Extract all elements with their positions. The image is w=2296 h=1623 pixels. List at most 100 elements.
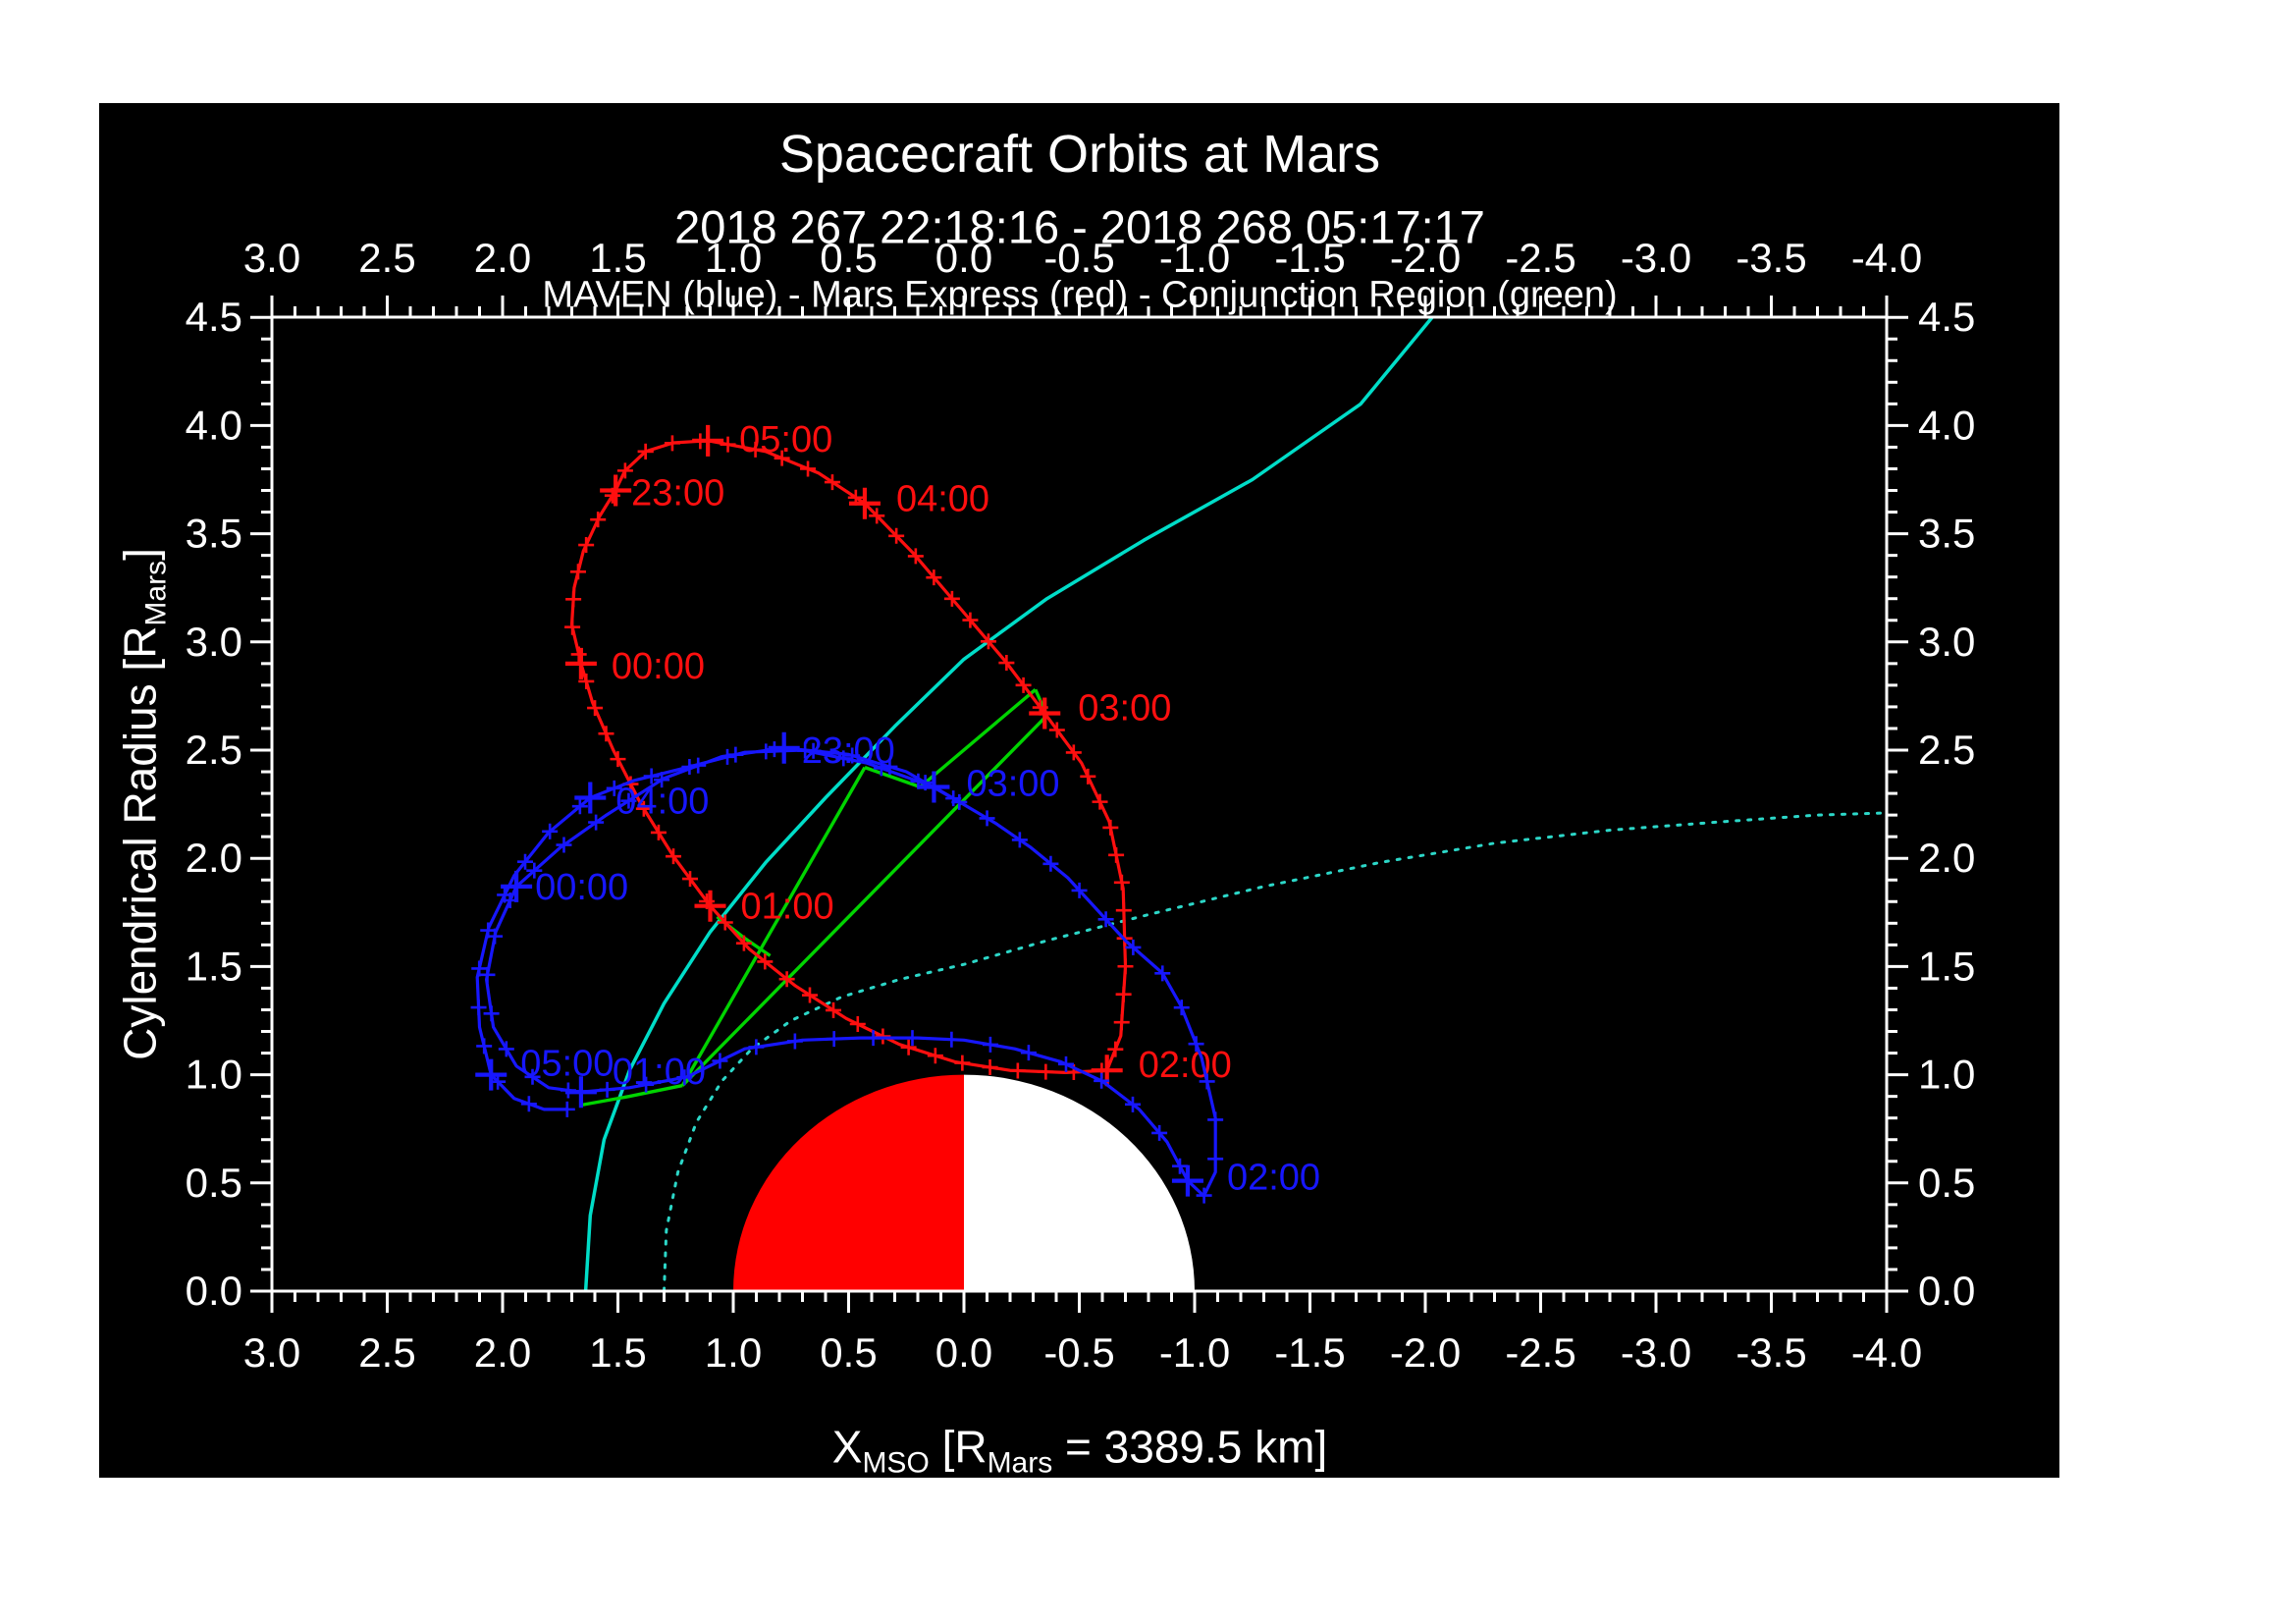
maven-minute-tick-marker xyxy=(1188,1036,1204,1053)
mars-express-minute-tick-marker xyxy=(590,512,607,528)
maven-minute-tick-marker xyxy=(1151,1124,1168,1141)
maven-minute-tick-marker xyxy=(979,810,995,827)
mars-express-minute-tick-marker xyxy=(666,848,682,865)
mars-express-minute-tick-marker xyxy=(1048,722,1065,738)
maven-minute-tick-marker xyxy=(786,1033,803,1050)
maven-minute-tick-marker xyxy=(1071,882,1088,898)
y-axis-title-sub-mars: Mars xyxy=(139,560,173,626)
maven-minute-tick-marker xyxy=(643,768,660,784)
mars-express-hour-marker xyxy=(1029,697,1061,730)
x-axis-title-sub-mars: Mars xyxy=(987,1446,1053,1480)
mars-express-minute-tick-marker xyxy=(927,1048,943,1064)
mars-express-minute-tick-marker xyxy=(598,726,614,742)
y-axis-right-tick-label: 3.0 xyxy=(1918,619,1975,665)
x-axis-bottom-tick-label: -2.0 xyxy=(1390,1329,1461,1376)
maven-minute-tick-marker xyxy=(1125,939,1142,955)
maven-minute-tick-marker xyxy=(483,1005,500,1022)
y-axis-left-tick-label: 2.0 xyxy=(186,835,242,881)
x-axis-bottom-tick-label: 3.0 xyxy=(243,1329,300,1376)
plot-content-group: 23:00 00:00 01:00 02:00 03:00 04:00 05:00 23:00… xyxy=(470,317,1887,1291)
mars-express-minute-tick-marker xyxy=(1113,1014,1130,1031)
mars-express-minute-tick-marker xyxy=(578,537,595,554)
mars-express-minute-tick-marker xyxy=(1065,744,1082,761)
mars-express-time-label: 23:00 xyxy=(631,473,724,514)
y-axis-left-tick-label: 4.5 xyxy=(186,294,242,340)
mars-express-minute-tick-marker xyxy=(1038,1063,1054,1080)
mars-express-minute-tick-marker xyxy=(980,633,996,650)
mars-express-hour-marker xyxy=(848,487,881,519)
maven-minute-tick-marker xyxy=(1154,965,1171,982)
mars-express-minute-tick-marker xyxy=(637,443,654,460)
maven-minute-tick-marker xyxy=(676,1069,693,1086)
x-axis-bottom-tick-label: -1.0 xyxy=(1159,1329,1230,1376)
maven-minute-tick-marker xyxy=(638,1076,655,1093)
maven-minute-tick-marker xyxy=(1172,1158,1189,1174)
y-axis-left-tick-label: 0.0 xyxy=(186,1268,242,1314)
maven-hour-marker xyxy=(918,771,950,803)
maven-minute-tick-marker xyxy=(1173,1000,1190,1016)
maven-minute-tick-marker xyxy=(524,1068,541,1085)
maven-minute-tick-marker xyxy=(542,823,559,839)
y-axis-title-main: Cylendrical Radius [R xyxy=(114,625,166,1060)
maven-minute-tick-marker xyxy=(654,772,670,788)
mars-express-minute-tick-marker xyxy=(824,474,840,491)
x-axis-bottom-tick-label: 2.0 xyxy=(474,1329,531,1376)
bow-shock-curve xyxy=(583,317,1434,1291)
mars-express-minute-tick-marker xyxy=(1107,1041,1124,1057)
maven-minute-tick-marker xyxy=(520,1096,537,1112)
maven-minute-tick-marker xyxy=(748,1039,765,1055)
x-axis-top-tick-label: -3.5 xyxy=(1735,235,1806,281)
x-axis-top-tick-label: -1.5 xyxy=(1274,235,1345,281)
mars-express-minute-tick-marker xyxy=(610,751,626,768)
y-axis-right-tick-label: 4.5 xyxy=(1918,294,1975,340)
maven-minute-tick-marker xyxy=(904,1030,921,1047)
mars-express-time-label: 03:00 xyxy=(1078,688,1171,730)
conjunction-region-edge-5 xyxy=(681,714,1048,1087)
mars-express-time-label: 01:00 xyxy=(741,887,834,928)
maven-minute-tick-marker xyxy=(480,922,497,939)
mars-express-minute-tick-marker xyxy=(800,460,817,477)
x-axis-top-tick-label: 3.0 xyxy=(243,235,300,281)
mars-express-minute-tick-marker xyxy=(578,673,595,689)
mars-express-minute-tick-marker xyxy=(998,655,1015,672)
maven-minute-tick-marker xyxy=(1196,1187,1212,1204)
maven-minute-tick-marker xyxy=(1207,1151,1224,1167)
x-axis-bottom-tick-label: -3.5 xyxy=(1735,1329,1806,1376)
maven-minute-tick-marker xyxy=(471,960,488,977)
maven-minute-tick-marker xyxy=(1124,1096,1141,1112)
mars-express-minute-tick-marker xyxy=(943,590,960,607)
x-axis-top-tick-label: -0.5 xyxy=(1043,235,1114,281)
mars-express-minute-tick-marker xyxy=(1117,958,1134,975)
maven-minute-tick-marker xyxy=(1207,1111,1224,1128)
mars-express-minute-tick-marker xyxy=(1080,768,1096,784)
maven-minute-tick-marker xyxy=(727,746,744,763)
y-axis-right-tick-label: 0.0 xyxy=(1918,1268,1975,1314)
maven-minute-tick-marker xyxy=(943,1031,960,1048)
y-axis-title-tail: ] xyxy=(114,548,166,561)
mars-express-hour-marker xyxy=(694,890,726,922)
y-axis-right-tick-label: 1.5 xyxy=(1918,943,1975,989)
maven-time-label: 05:00 xyxy=(520,1044,614,1085)
mars-express-minute-tick-marker xyxy=(565,591,582,608)
mars-express-minute-tick-marker xyxy=(982,1059,998,1075)
y-axis-right-tick-label: 0.5 xyxy=(1918,1160,1975,1206)
maven-minute-tick-marker xyxy=(571,798,588,815)
mars-dayside-half xyxy=(733,1074,964,1291)
maven-minute-tick-marker xyxy=(497,887,513,903)
mars-express-time-label: 04:00 xyxy=(896,479,989,520)
x-axis-bottom-tick-label: -3.0 xyxy=(1621,1329,1691,1376)
maven-minute-tick-marker xyxy=(797,742,814,759)
x-axis-top-tick-label: -4.0 xyxy=(1851,235,1922,281)
maven-minute-tick-marker xyxy=(556,837,572,853)
x-axis-bottom-tick-label: 1.0 xyxy=(705,1329,762,1376)
maven-minute-tick-marker xyxy=(1020,1045,1037,1061)
x-axis-top-tick-label: 1.0 xyxy=(705,235,762,281)
maven-minute-tick-marker xyxy=(1199,1073,1215,1090)
mars-express-hour-marker xyxy=(692,424,724,457)
mars-express-minute-tick-marker xyxy=(720,436,736,453)
x-axis-bottom-tick-label: 1.5 xyxy=(589,1329,646,1376)
maven-minute-tick-marker xyxy=(620,792,637,809)
mars-express-minute-tick-marker xyxy=(682,871,699,888)
x-axis-title: XMSO [RMars = 3389.5 km] xyxy=(832,1421,1327,1481)
maven-time-label: 03:00 xyxy=(966,763,1059,804)
